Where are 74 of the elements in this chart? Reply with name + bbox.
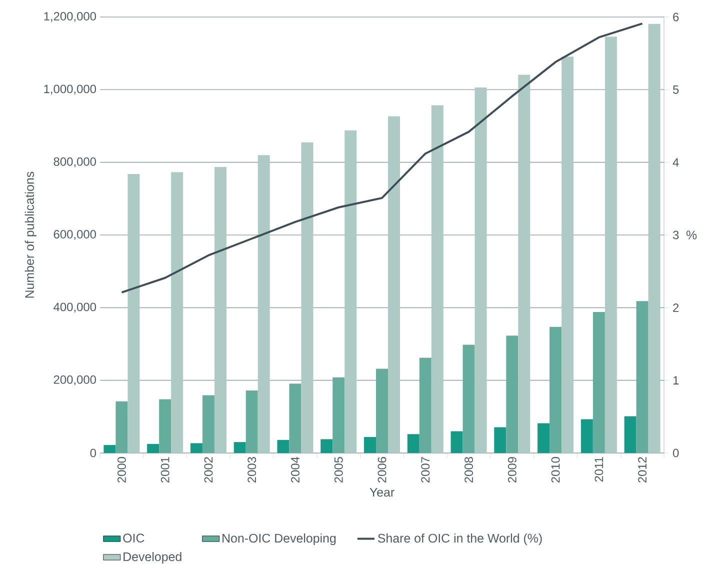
bar bbox=[301, 142, 314, 453]
bar bbox=[332, 377, 345, 453]
x-tick-label: 2009 bbox=[508, 457, 516, 483]
bar bbox=[518, 74, 530, 453]
bar bbox=[580, 419, 593, 453]
bar bbox=[550, 326, 562, 453]
x-tick-label: 2004 bbox=[291, 456, 300, 483]
y-tick-label: 1,200,000 bbox=[44, 12, 96, 22]
y-tick-label: 400,000 bbox=[54, 302, 96, 313]
bar bbox=[624, 416, 636, 453]
y2-tick-label: 2 bbox=[673, 303, 679, 312]
bar bbox=[277, 440, 290, 453]
y-tick-label: 1,000,000 bbox=[44, 84, 96, 95]
bar bbox=[592, 312, 605, 453]
y2-axis-title: % bbox=[686, 230, 697, 240]
bar bbox=[474, 87, 487, 453]
bar bbox=[190, 443, 202, 453]
bar bbox=[234, 442, 246, 453]
bar bbox=[419, 358, 432, 453]
x-tick-label: 2000 bbox=[117, 456, 126, 483]
bar bbox=[407, 434, 420, 453]
bar bbox=[562, 56, 574, 453]
bar bbox=[538, 423, 550, 453]
bar bbox=[604, 36, 617, 453]
x-tick-label: 2002 bbox=[204, 457, 213, 483]
bar bbox=[289, 384, 302, 453]
bar bbox=[431, 105, 444, 453]
y2-tick-label: 0 bbox=[672, 448, 679, 458]
bar bbox=[320, 439, 333, 453]
x-axis-title: Year bbox=[370, 488, 394, 497]
y2-tick-label: 6 bbox=[673, 12, 679, 22]
bar bbox=[104, 445, 116, 453]
legend-label: OIC bbox=[123, 534, 144, 542]
bar bbox=[462, 344, 475, 453]
bar bbox=[636, 301, 648, 453]
x-tick-label: 2007 bbox=[421, 457, 430, 483]
bar bbox=[171, 172, 184, 453]
bar bbox=[344, 130, 357, 453]
legend-label: Share of OIC in the World (%) bbox=[378, 533, 542, 546]
x-tick-label: 2010 bbox=[551, 456, 560, 483]
bar bbox=[159, 399, 172, 453]
x-tick-label: 2011 bbox=[594, 457, 604, 482]
x-tick-label: 2001 bbox=[160, 457, 170, 483]
bar bbox=[147, 444, 160, 453]
x-tick-label: 2012 bbox=[638, 457, 647, 483]
y2-tick-label: 4 bbox=[672, 158, 679, 166]
x-tick-label: 2005 bbox=[334, 457, 343, 483]
bar bbox=[364, 437, 376, 453]
y-axis-title: Number of publications bbox=[24, 172, 36, 298]
line-series bbox=[120, 22, 644, 294]
bar bbox=[128, 174, 140, 453]
y2-tick-label: 3 bbox=[672, 230, 679, 240]
bar bbox=[246, 390, 258, 453]
bar bbox=[648, 24, 660, 453]
y2-tick-label: 1 bbox=[673, 376, 679, 384]
x-tick-label: 2008 bbox=[464, 457, 473, 483]
bar bbox=[376, 368, 388, 453]
y-tick-label: 800,000 bbox=[54, 157, 96, 168]
bar bbox=[202, 395, 214, 453]
bar bbox=[450, 431, 463, 453]
legend-label: Non-OIC Developing bbox=[222, 533, 336, 546]
x-tick-label: 2006 bbox=[378, 457, 386, 483]
bar bbox=[494, 427, 506, 453]
bar bbox=[258, 155, 270, 453]
bar bbox=[116, 401, 128, 453]
y-tick-label: 0 bbox=[90, 448, 96, 458]
legend-label: Developed bbox=[124, 552, 182, 564]
y-tick-label: 200,000 bbox=[54, 375, 96, 386]
bar bbox=[506, 336, 518, 453]
bar bbox=[214, 167, 226, 453]
x-tick-label: 2003 bbox=[248, 457, 256, 483]
bar bbox=[388, 116, 400, 453]
y-tick-label: 600,000 bbox=[54, 230, 96, 240]
y2-tick-label: 5 bbox=[673, 86, 679, 94]
